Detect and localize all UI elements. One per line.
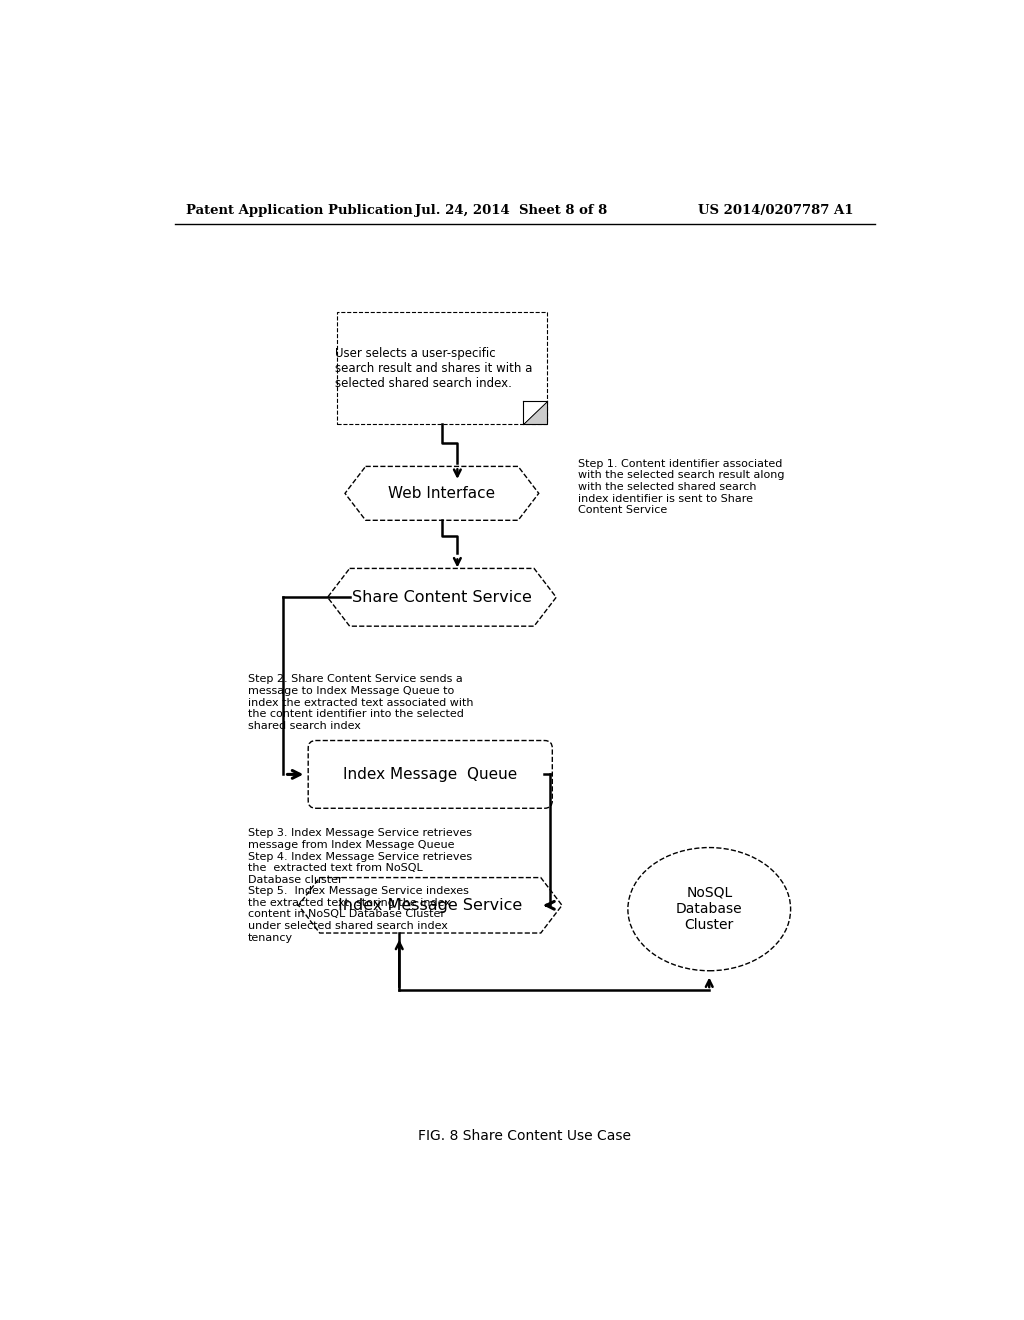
Polygon shape <box>299 878 562 933</box>
Text: User selects a user-specific
search result and shares it with a
selected shared : User selects a user-specific search resu… <box>336 347 532 389</box>
Text: FIG. 8 Share Content Use Case: FIG. 8 Share Content Use Case <box>418 1130 632 1143</box>
Polygon shape <box>523 401 547 424</box>
Text: Step 2. Share Content Service sends a
message to Index Message Queue to
index th: Step 2. Share Content Service sends a me… <box>248 675 474 731</box>
Text: Step 3. Index Message Service retrieves
message from Index Message Queue
Step 4.: Step 3. Index Message Service retrieves … <box>248 829 472 942</box>
Polygon shape <box>328 569 556 626</box>
FancyBboxPatch shape <box>308 741 552 808</box>
Text: Step 1. Content identifier associated
with the selected search result along
with: Step 1. Content identifier associated wi… <box>578 459 784 515</box>
Text: Patent Application Publication: Patent Application Publication <box>186 205 413 218</box>
Text: Share Content Service: Share Content Service <box>352 590 531 605</box>
Text: Jul. 24, 2014  Sheet 8 of 8: Jul. 24, 2014 Sheet 8 of 8 <box>415 205 607 218</box>
Text: NoSQL
Database
Cluster: NoSQL Database Cluster <box>676 886 742 932</box>
Text: Web Interface: Web Interface <box>388 486 496 500</box>
Text: Index Message  Queue: Index Message Queue <box>343 767 517 781</box>
Text: US 2014/0207787 A1: US 2014/0207787 A1 <box>697 205 853 218</box>
Text: Index Message Service: Index Message Service <box>338 898 522 913</box>
Polygon shape <box>345 466 539 520</box>
Bar <box>337 313 547 424</box>
Polygon shape <box>523 401 547 424</box>
